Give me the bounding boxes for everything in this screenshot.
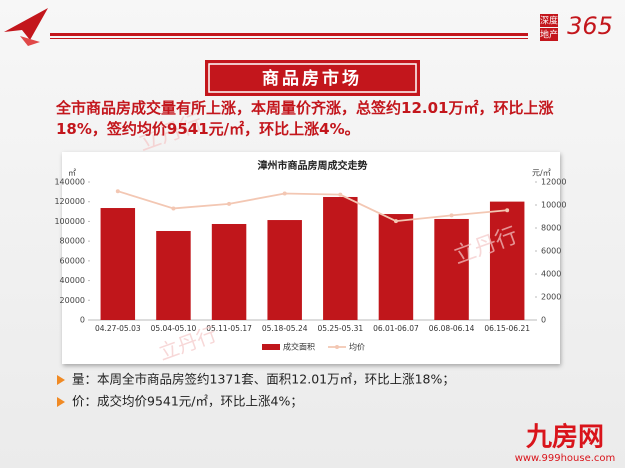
y2-tick-label: 6000 — [541, 247, 561, 256]
bar — [267, 220, 302, 320]
x-tick-label: 06.01-06.07 — [373, 324, 419, 333]
x-tick-label: 05.04-05.10 — [151, 324, 197, 333]
summary: 全市商品房成交量有所上涨，本周量价齐涨，总签约12.01万㎡，环比上涨18%，签… — [56, 99, 554, 138]
y2-tick-label: 2000 — [541, 293, 561, 302]
footer-brand: 九房网 — [525, 423, 604, 453]
bar — [434, 218, 469, 320]
chart-panel — [62, 152, 560, 364]
x-tick-label: 05.25-05.31 — [317, 324, 363, 333]
y-tick-label: 100000 — [54, 217, 85, 226]
x-tick-label: 04.27-05.03 — [95, 324, 141, 333]
line-point — [449, 213, 454, 218]
bar — [211, 223, 247, 320]
y2-unit: 元/㎡ — [532, 169, 551, 178]
y-tick-label: 80000 — [60, 237, 85, 246]
header-line — [50, 38, 528, 39]
y2-tick-label: 12000 — [541, 178, 566, 187]
line-point — [505, 208, 510, 213]
y-tick-label: 140000 — [54, 178, 85, 187]
y-tick-label: 0 — [80, 316, 85, 325]
line-point — [393, 219, 398, 224]
legend-dot — [335, 345, 339, 349]
logo-box — [540, 28, 558, 41]
y-tick-label: 120000 — [54, 197, 85, 206]
line-point — [282, 191, 287, 196]
footer-url: www.999house.com — [515, 453, 616, 464]
banner-title: 商品房市场 — [262, 68, 362, 89]
x-tick-label: 06.15-06.21 — [484, 324, 530, 333]
bullet-icon — [57, 397, 65, 407]
bar — [378, 214, 414, 320]
y-tick-label: 20000 — [60, 296, 85, 305]
y2-tick-label: 0 — [541, 316, 546, 325]
line-point — [227, 201, 232, 206]
legend-swatch — [262, 344, 280, 350]
y2-tick-label: 8000 — [541, 224, 561, 233]
y2-tick-label: 4000 — [541, 270, 561, 279]
x-tick-label: 06.08-06.14 — [429, 324, 475, 333]
bullet: 价：成交均价9541元/㎡，环比上涨4%； — [72, 394, 303, 409]
bar — [156, 230, 191, 320]
line-point — [171, 206, 176, 211]
y-tick-label: 60000 — [60, 256, 85, 265]
flag-icon — [4, 8, 48, 40]
banner-border — [208, 63, 417, 93]
bar — [100, 208, 136, 320]
bar — [489, 201, 525, 320]
legend-label: 成交面积 — [283, 342, 315, 352]
x-tick-label: 05.11-05.17 — [206, 324, 252, 333]
line-point — [115, 189, 120, 194]
y-tick-label: 40000 — [60, 276, 85, 285]
bar — [323, 196, 358, 320]
line-point — [338, 192, 343, 197]
logo-text: 深度 — [540, 15, 558, 27]
logo-box — [540, 14, 558, 27]
legend-label: 均价 — [349, 342, 365, 352]
y2-tick-label: 10000 — [541, 201, 566, 210]
line — [117, 190, 508, 223]
bullet: 量：本周全市商品房签约1371套、面积12.01万㎡，环比上涨18%； — [72, 372, 455, 387]
flag-icon — [20, 36, 40, 46]
x-tick-label: 05.18-05.24 — [262, 324, 308, 333]
logo-number: 365 — [567, 12, 613, 40]
chart-title: 漳州市商品房周成交走势 — [258, 159, 368, 172]
header-line — [50, 33, 528, 36]
bullet-icon — [57, 375, 65, 385]
y-unit: ㎡ — [68, 169, 76, 178]
logo-text: 地产 — [540, 29, 558, 41]
banner — [205, 60, 420, 96]
